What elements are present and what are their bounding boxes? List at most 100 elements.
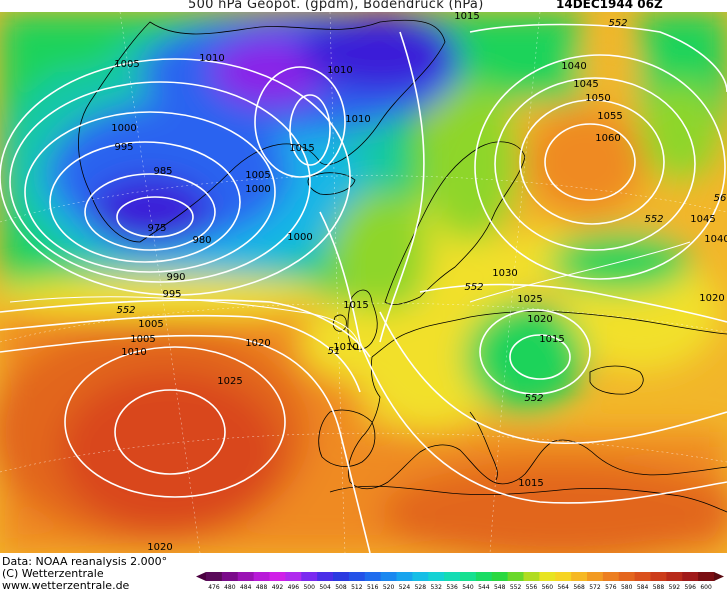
colorbar-swatch xyxy=(618,572,636,581)
colorbar-left-arrow xyxy=(196,572,206,581)
isobar-label: 1045 xyxy=(690,214,715,225)
colorbar-swatch xyxy=(333,572,350,581)
colorbar-swatch xyxy=(634,572,651,581)
color-field xyxy=(0,12,727,553)
colorbar-tick-label: 516 xyxy=(367,584,379,591)
colorbar-swatch xyxy=(682,572,699,581)
geopotential-label: 552 xyxy=(644,214,663,225)
colorbar-tick-label: 512 xyxy=(351,584,363,591)
colorbar-tick-label: 488 xyxy=(256,584,268,591)
colorbar-swatch xyxy=(587,572,604,581)
isobar-label: 1005 xyxy=(130,334,155,345)
colorbar-swatch xyxy=(491,572,509,581)
isobar-label: 1005 xyxy=(138,319,163,330)
colorbar-tick-label: 580 xyxy=(621,584,633,591)
geopotential-label: 552 xyxy=(464,282,483,293)
colorbar-swatch xyxy=(460,572,477,581)
isobar-label: 1015 xyxy=(518,478,543,489)
colorbar-swatch xyxy=(253,572,270,581)
colorbar-swatch xyxy=(523,572,540,581)
isobar-label: 1010 xyxy=(199,53,224,64)
geopotential-lines xyxy=(9,241,691,353)
isobar-label: 1005 xyxy=(114,59,139,70)
isobar-label: 990 xyxy=(166,272,185,283)
map-title: 500 hPa Geopot. (gpdm), Bodendruck (hPa) xyxy=(188,0,484,12)
isobar-label: 1000 xyxy=(111,123,136,134)
geopot-labels: 552 552 552 552 552 51 56 xyxy=(116,18,726,404)
colorbar-swatch xyxy=(571,572,588,581)
colorbar-tick-label: 596 xyxy=(684,584,696,591)
colorbar-tick-label: 576 xyxy=(605,584,617,591)
isobar-labels: 1015 1010 1005 1010 1010 1000 995 1015 985 1005 10… xyxy=(111,12,727,553)
isobar-label: 1045 xyxy=(573,79,598,90)
colorbar-swatch xyxy=(285,572,302,581)
colorbar-swatch xyxy=(507,572,524,581)
colorbar-tick-label: 588 xyxy=(653,584,665,591)
isobar-label: 1015 xyxy=(454,12,479,22)
colorbar-tick-label: 524 xyxy=(399,584,411,591)
isobars xyxy=(0,23,727,553)
colorbar-swatch xyxy=(475,572,493,581)
geopotential-label: 552 xyxy=(608,18,627,29)
colorbar-swatch xyxy=(364,572,382,581)
colorbar-tick-label: 584 xyxy=(637,584,649,591)
isobar-label: 980 xyxy=(192,235,211,246)
colorbar-swatch xyxy=(317,572,334,581)
website: www.wetterzentrale.de xyxy=(2,579,130,592)
colorbar-swatch xyxy=(380,572,397,581)
map-svg: 1015 1010 1005 1010 1010 1000 995 1015 985 1005 10… xyxy=(0,12,727,553)
colorbar-tick-label: 528 xyxy=(415,584,427,591)
colorbar-tick-label: 568 xyxy=(573,584,585,591)
colorbar-swatch xyxy=(301,572,318,581)
colorbar-swatch xyxy=(221,572,239,581)
isobar-label: 1010 xyxy=(327,65,352,76)
isobar-label: 1010 xyxy=(333,342,358,353)
isobar-label: 1020 xyxy=(147,542,172,553)
geopotential-label: 552 xyxy=(524,393,543,404)
isobar-label: 1060 xyxy=(595,133,620,144)
colorbar-tick-label: 552 xyxy=(510,584,522,591)
colorbar-tick-label: 500 xyxy=(303,584,315,591)
colorbar-swatch xyxy=(539,572,556,581)
isobar-label: 985 xyxy=(153,166,172,177)
colorbar-swatch xyxy=(412,572,429,581)
isobar-label: 1020 xyxy=(527,314,552,325)
isobar-label: 1020 xyxy=(245,338,270,349)
colorbar-tick-label: 600 xyxy=(700,584,712,591)
isobar-label: 975 xyxy=(147,223,166,234)
colorbar-tick-label: 592 xyxy=(669,584,681,591)
colorbar-tick-label: 484 xyxy=(240,584,252,591)
colorbar-swatch xyxy=(650,572,667,581)
isobar-label: 1015 xyxy=(539,334,564,345)
colorbar-swatch xyxy=(428,572,445,581)
colorbar-swatch xyxy=(444,572,461,581)
coastlines xyxy=(78,19,727,513)
colorbar-swatch xyxy=(237,572,255,581)
colorbar-tick-label: 508 xyxy=(335,584,347,591)
isobar-label: 1015 xyxy=(289,143,314,154)
colorbar-tick-label: 548 xyxy=(494,584,506,591)
colorbar-swatch xyxy=(666,572,683,581)
colorbar-swatch xyxy=(698,572,715,581)
isobar-label: 1005 xyxy=(245,170,270,181)
colorbar-tick-label: 532 xyxy=(430,584,442,591)
colorbar-swatch xyxy=(555,572,572,581)
colorbar-tick-label: 504 xyxy=(319,584,331,591)
data-source: Data: NOAA reanalysis 2.000° xyxy=(2,555,168,568)
colorbar-tick-label: 536 xyxy=(446,584,458,591)
colorbar-tick-label: 476 xyxy=(208,584,220,591)
geopotential-label: 552 xyxy=(116,305,135,316)
isobar-label: 1040 xyxy=(704,234,727,245)
isobar-label: 1020 xyxy=(699,293,724,304)
colorbar-tick-label: 496 xyxy=(288,584,300,591)
colorbar-tick-label: 564 xyxy=(557,584,569,591)
colorbar-tick-label: 540 xyxy=(462,584,474,591)
isobar-label: 995 xyxy=(162,289,181,300)
colorbar: 476 480 484 488 492 496 500 504 508 512 516 520 524 5… xyxy=(196,572,724,591)
isobar-label: 1040 xyxy=(561,61,586,72)
isobar-label: 1000 xyxy=(245,184,270,195)
footer: Data: NOAA reanalysis 2.000° (C) Wetterz… xyxy=(0,553,727,593)
colorbar-swatch xyxy=(269,572,286,581)
colorbar-swatch xyxy=(206,572,223,581)
geopotential-label: 51 xyxy=(328,346,341,357)
